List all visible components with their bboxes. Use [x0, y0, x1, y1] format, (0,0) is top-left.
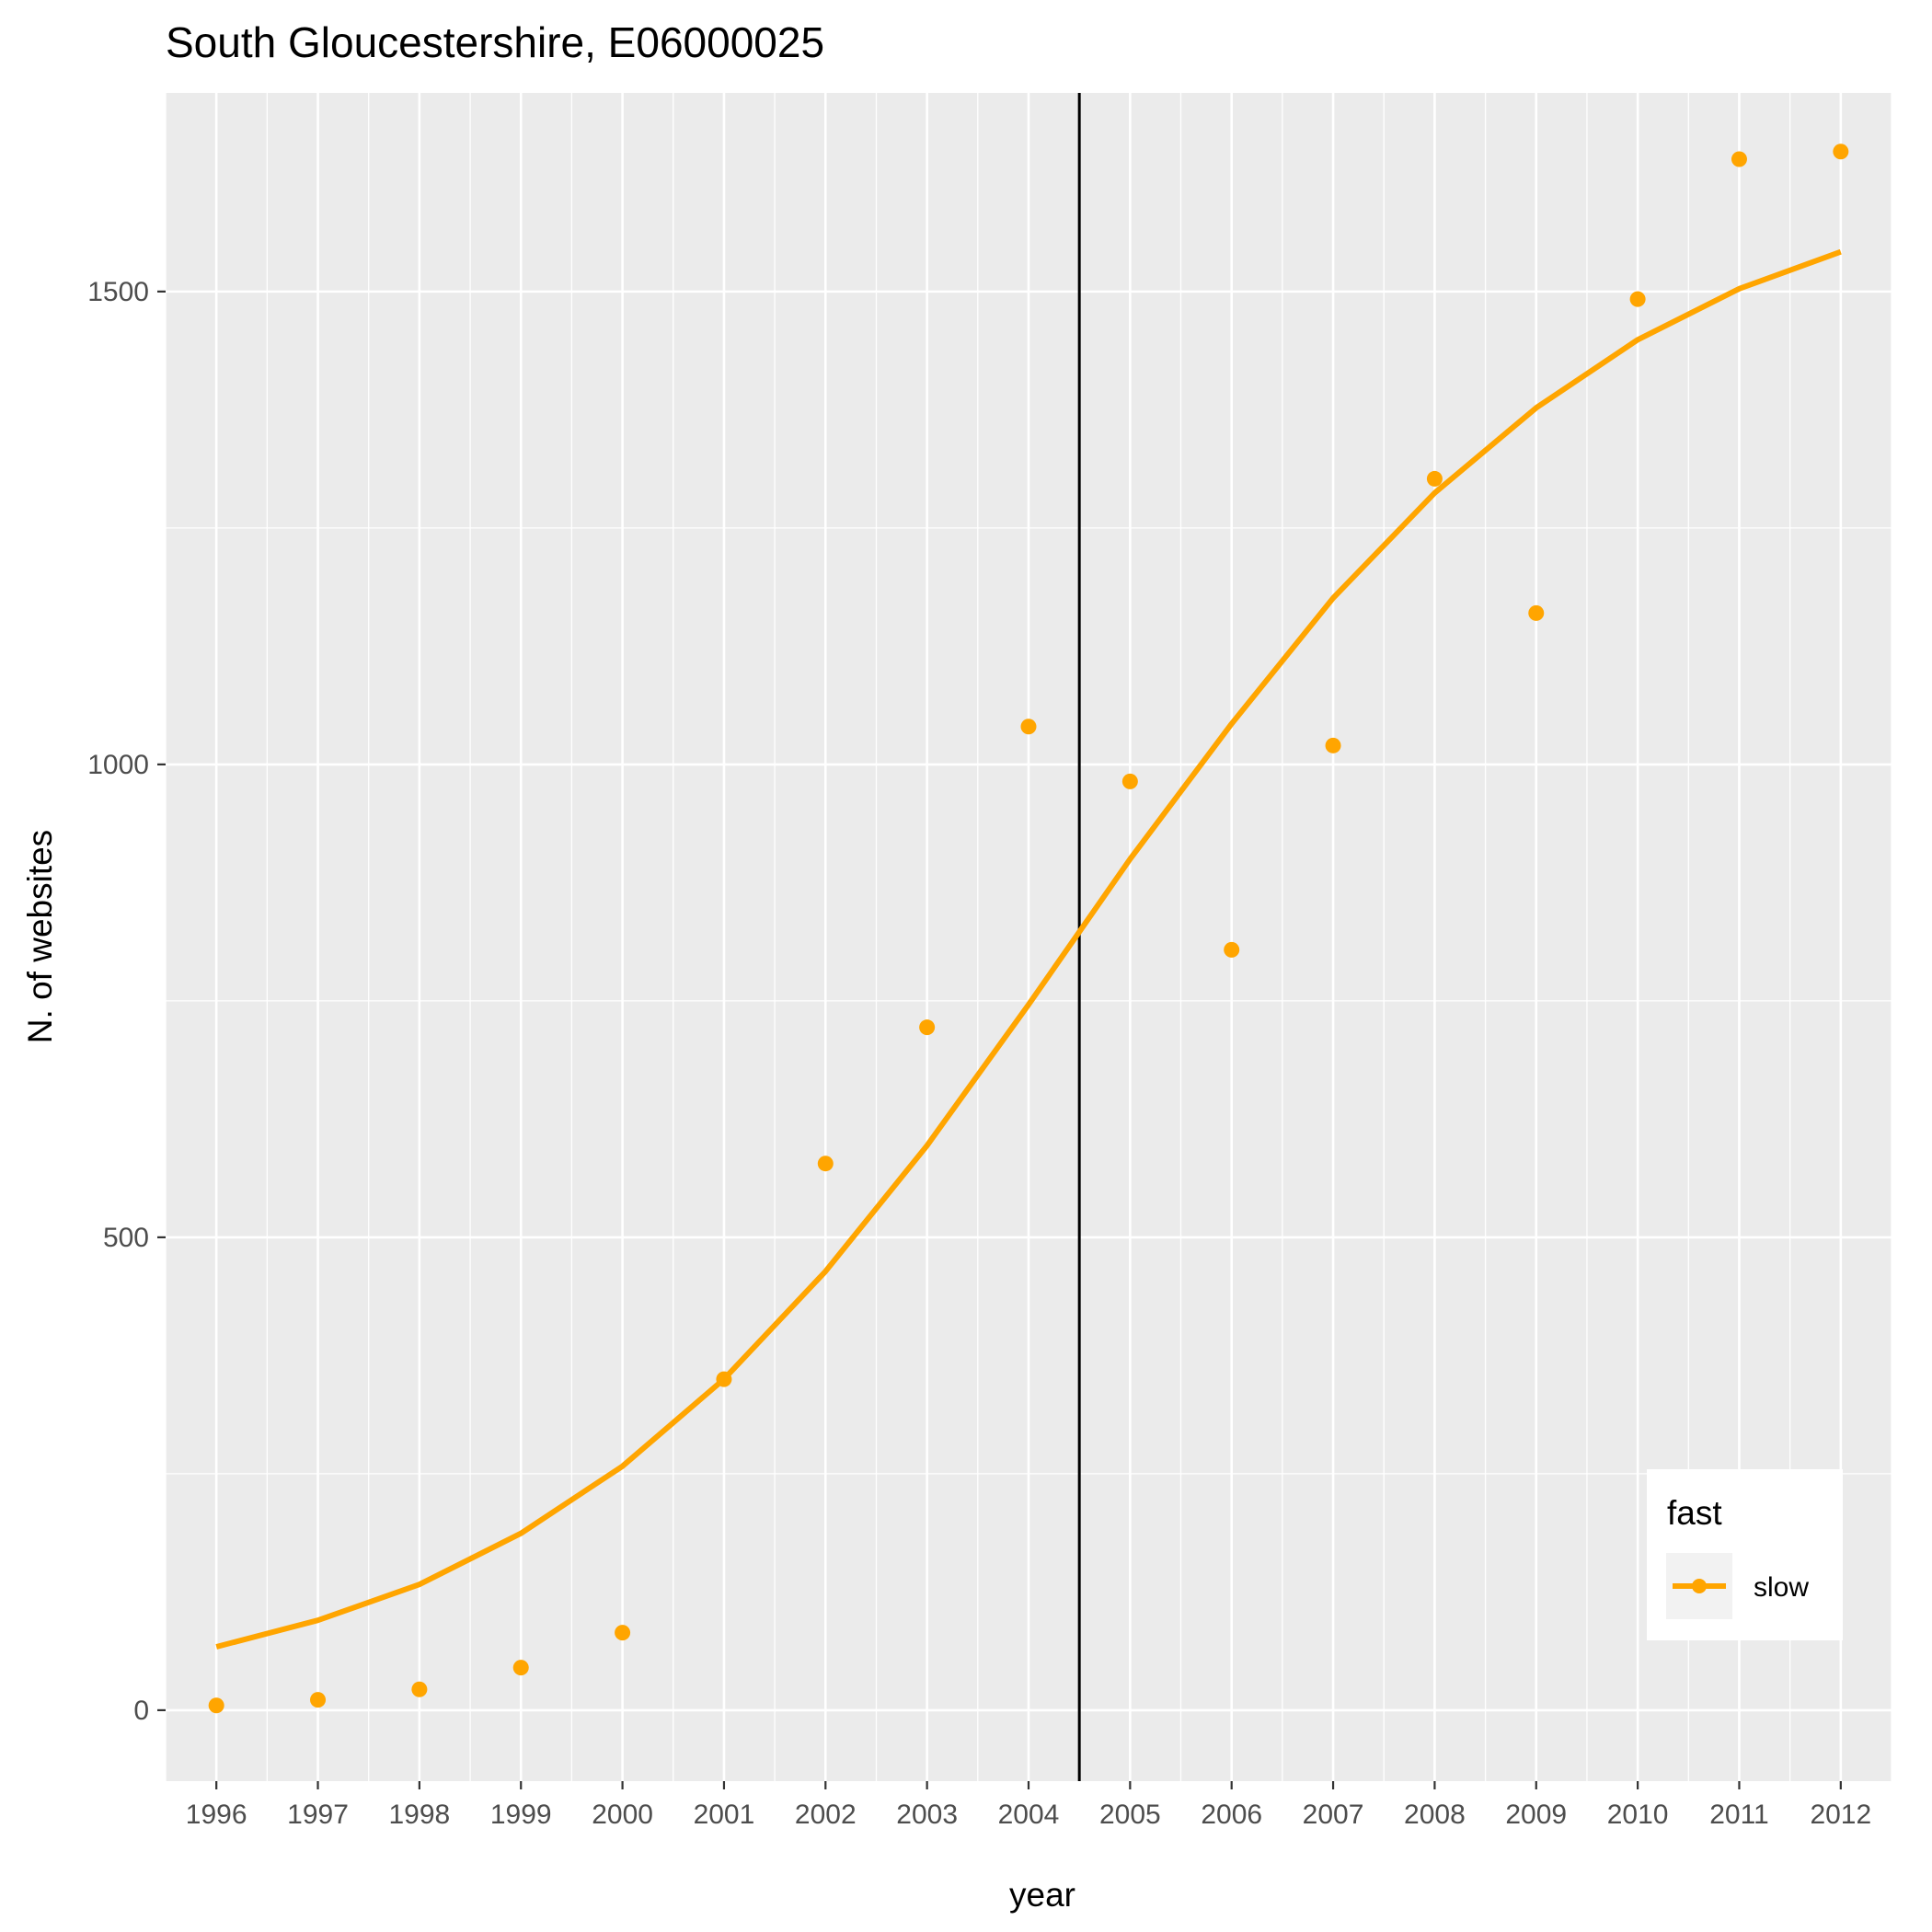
data-point [1020, 719, 1037, 735]
axis-ticks [157, 290, 1842, 1789]
y-tick-label: 1000 [87, 750, 149, 780]
data-point [1224, 941, 1240, 958]
legend: fast slow [1647, 1469, 1843, 1640]
x-tick-label: 2008 [1404, 1800, 1466, 1830]
data-point [411, 1681, 428, 1697]
fitted-line-layer [215, 248, 1842, 1650]
data-point [1629, 291, 1646, 307]
y-tick-label: 0 [133, 1696, 149, 1726]
data-point [1426, 470, 1443, 487]
data-points-layer [208, 144, 1849, 1714]
data-point [817, 1156, 834, 1172]
x-tick-label: 2000 [592, 1800, 653, 1830]
data-point [919, 1019, 936, 1036]
data-point [1731, 151, 1747, 167]
data-point [1121, 773, 1138, 789]
x-axis-title: year [1009, 1876, 1075, 1914]
x-tick-label: 1997 [287, 1800, 349, 1830]
chart-title: South Gloucestershire, E06000025 [166, 18, 824, 66]
x-tick-label: 2009 [1505, 1800, 1567, 1830]
data-point [1325, 737, 1341, 753]
x-tick-label: 2012 [1810, 1800, 1871, 1830]
data-point [512, 1660, 529, 1676]
axis-tick-labels: 1996 1997 1998 1999 2000 2001 2002 2003 2004 2005… [87, 277, 1871, 1830]
y-axis-title: N. of websites [21, 830, 59, 1043]
data-point [716, 1371, 732, 1387]
legend-title: fast [1667, 1494, 1722, 1532]
x-tick-label: 2002 [795, 1800, 857, 1830]
y-tick-label: 500 [103, 1223, 149, 1253]
x-tick-label: 2004 [998, 1800, 1060, 1830]
x-tick-label: 2003 [896, 1800, 958, 1830]
x-tick-label: 2006 [1201, 1800, 1262, 1830]
x-tick-label: 2007 [1303, 1800, 1364, 1830]
data-point [615, 1625, 631, 1641]
legend-label-slow: slow [1754, 1572, 1809, 1603]
x-tick-label: 1998 [389, 1800, 451, 1830]
x-tick-label: 1999 [490, 1800, 552, 1830]
x-tick-label: 2010 [1607, 1800, 1669, 1830]
x-tick-label: 1996 [186, 1800, 247, 1830]
x-tick-label: 2011 [1709, 1800, 1769, 1830]
data-point [1528, 604, 1545, 621]
x-tick-label: 2005 [1099, 1800, 1161, 1830]
fitted-line-slow [215, 248, 1842, 1650]
data-point [310, 1692, 327, 1708]
y-tick-label: 1500 [87, 277, 149, 307]
legend-key-point [1692, 1579, 1707, 1593]
data-point [208, 1697, 224, 1714]
x-tick-label: 2001 [694, 1800, 755, 1830]
data-point [1833, 144, 1849, 160]
